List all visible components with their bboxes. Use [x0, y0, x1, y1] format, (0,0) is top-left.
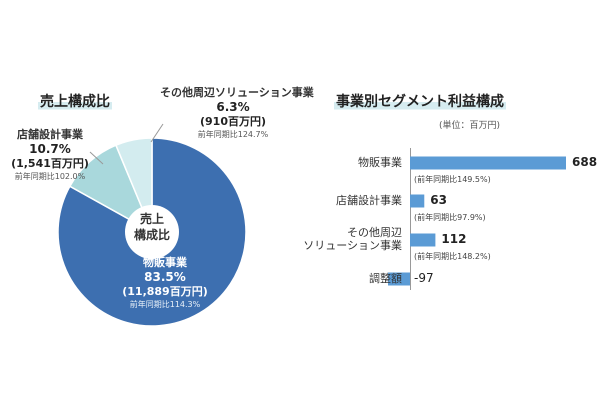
bar-category-merchandise: 物販事業	[358, 156, 402, 169]
leader-line-other-solutions	[150, 123, 164, 143]
label-other-solutions-yoy: 前年同期比124.7%	[197, 130, 269, 139]
label-store-design: 店舗設計事業 10.7% (1,541百万円) 前年同期比102.0%	[2, 128, 98, 183]
bar-yoy-merchandise: (前年同期比149.5%)	[414, 174, 491, 184]
label-merchandise-name: 物販事業	[143, 256, 187, 269]
donut-slice-merchandise	[57, 137, 247, 327]
bar-category-store-design: 店舗設計事業	[336, 194, 402, 207]
leader-line-store-design	[89, 151, 104, 165]
label-merchandise-amount: (11,889百万円)	[122, 285, 208, 298]
bar-value-other-solutions: 112	[441, 232, 467, 246]
bar-category-line: 物販事業	[358, 155, 402, 169]
bar-value-adjustment: -97	[414, 271, 434, 285]
bar-yoy-store-design: (前年同期比97.9%)	[414, 212, 486, 222]
bar-store-design	[410, 194, 425, 208]
bar-value-merchandise: 688	[572, 155, 598, 169]
bar-category-line: 店舗設計事業	[336, 193, 402, 207]
unit-label: (単位：百万円)	[439, 121, 501, 131]
bar-category-line: 調整額	[369, 271, 402, 285]
label-store-design-amount: (1,541百万円)	[11, 157, 89, 170]
bar-adjustment	[388, 272, 410, 286]
label-merchandise-pct: 83.5%	[144, 270, 186, 284]
donut-center-line-2: 構成比	[133, 228, 170, 242]
label-other-solutions-name: その他周辺ソリューション事業	[160, 86, 314, 99]
bar-merchandise	[410, 156, 566, 170]
label-merchandise: 物販事業 83.5% (11,889百万円) 前年同期比114.3%	[110, 256, 220, 311]
donut-center-line-1: 売上	[139, 212, 164, 226]
label-store-design-yoy: 前年同期比102.0%	[14, 172, 86, 181]
label-store-design-name: 店舗設計事業	[17, 128, 83, 141]
label-store-design-pct: 10.7%	[29, 142, 71, 156]
donut-center-label: 売上 構成比	[127, 211, 177, 243]
left-chart-title: 売上構成比	[38, 91, 112, 111]
label-other-solutions-pct: 6.3%	[216, 100, 250, 114]
right-chart-title: 事業別セグメント利益構成	[334, 91, 506, 111]
bar-category-other-solutions: その他周辺 ソリューション事業	[303, 226, 402, 252]
donut-center-hole	[125, 205, 179, 259]
bar-category-adjustment: 調整額	[369, 272, 402, 285]
label-other-solutions: その他周辺ソリューション事業 6.3% (910百万円) 前年同期比124.7%	[160, 86, 314, 141]
bar-category-line: ソリューション事業	[303, 239, 402, 252]
bar-yoy-other-solutions: (前年同期比148.2%)	[414, 251, 491, 261]
bar-value-store-design: 63	[430, 193, 447, 207]
bar-other-solutions	[410, 233, 436, 247]
label-merchandise-yoy: 前年同期比114.3%	[129, 300, 201, 309]
bar-category-line: その他周辺	[347, 226, 402, 239]
label-other-solutions-amount: (910百万円)	[199, 115, 267, 128]
